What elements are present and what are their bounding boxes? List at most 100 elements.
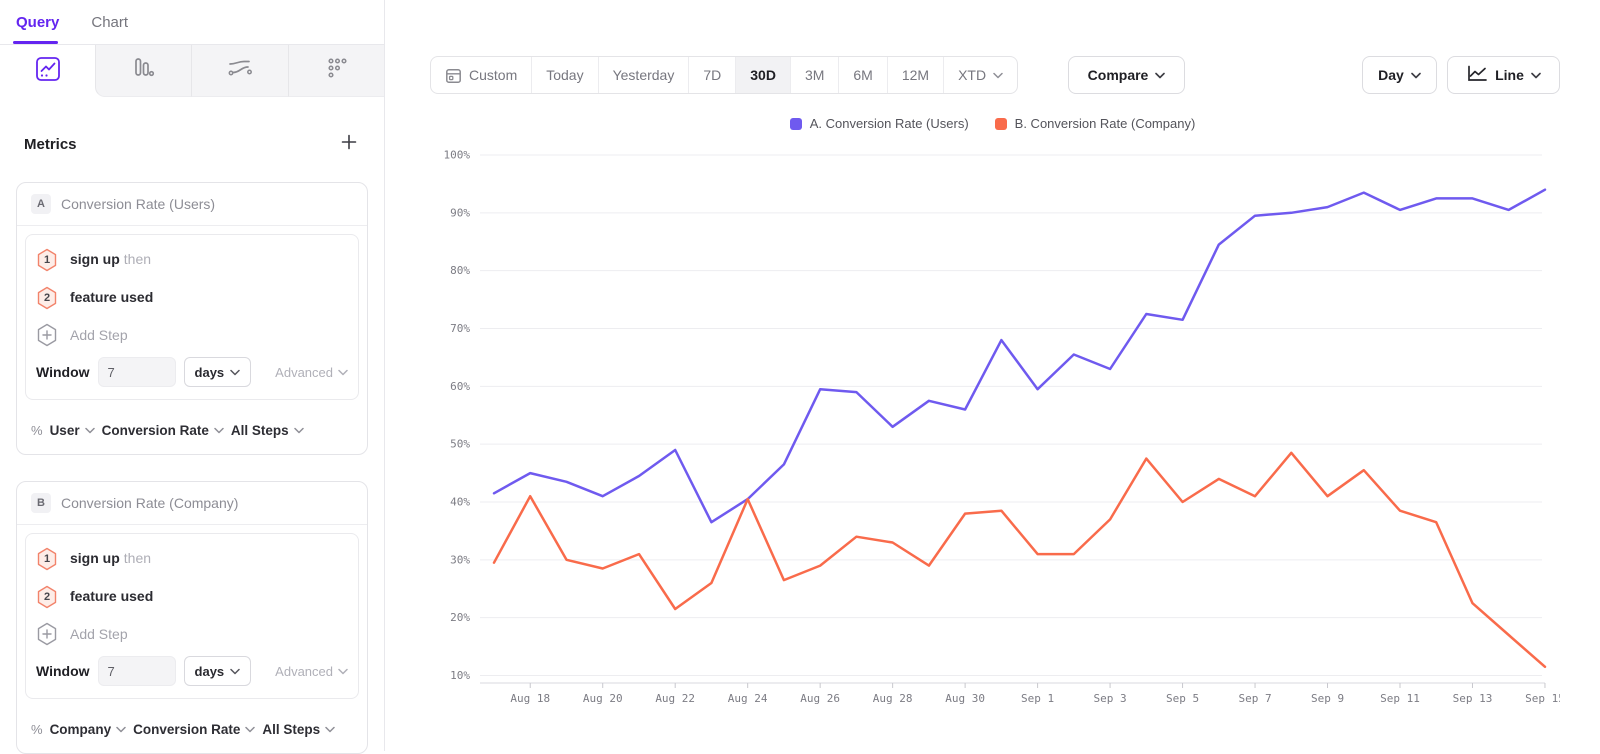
window-value-input[interactable]: [97, 656, 176, 686]
insights-line-icon: [35, 56, 61, 87]
range-6m[interactable]: 6M: [838, 57, 886, 93]
add-metric-button[interactable]: [340, 133, 358, 156]
range-3m[interactable]: 3M: [789, 57, 838, 93]
step-row-2[interactable]: 2 feature used: [36, 279, 348, 317]
step-row-1[interactable]: 1 sign up then: [36, 540, 348, 578]
y-axis-label: 70%: [450, 322, 470, 335]
window-row: Window days Advanced: [36, 656, 348, 686]
metric-card-header[interactable]: A Conversion Rate (Users): [17, 183, 367, 226]
retention-grid-icon: [324, 55, 350, 86]
date-range-control: Custom Today Yesterday 7D 30D 3M 6M 12M XTD: [430, 56, 1019, 94]
chevron-down-icon: [338, 369, 348, 375]
x-axis-label: Sep 3: [1094, 692, 1127, 705]
metric-letter-badge: B: [31, 493, 51, 513]
metric-letter-badge: A: [31, 194, 51, 214]
range-12m[interactable]: 12M: [886, 57, 943, 93]
step-number-badge: 1: [36, 547, 58, 571]
entity-select[interactable]: Company: [50, 722, 127, 737]
legend-item-b[interactable]: B. Conversion Rate (Company): [994, 116, 1196, 131]
chevron-down-icon: [1531, 72, 1541, 78]
series-line-b[interactable]: [492, 451, 1547, 669]
add-step-label: Add Step: [70, 327, 128, 343]
step-label: feature used: [70, 289, 153, 307]
step-then-text: then: [123, 251, 152, 267]
entity-label: Company: [49, 722, 112, 737]
view-tab-flows[interactable]: [190, 45, 289, 97]
conversion-line-chart: 10% 20% 30% 40% 50% 60% 70% 80% 90% 100% Aug 18 Aug…: [444, 149, 1561, 705]
window-unit-label: days: [194, 364, 225, 380]
legend-item-a[interactable]: A. Conversion Rate (Users): [789, 116, 969, 131]
steps-scope-label: All Steps: [262, 722, 321, 737]
tab-query[interactable]: Query: [16, 13, 60, 31]
hexagon-icon: [37, 286, 57, 310]
flows-icon: [226, 55, 254, 86]
y-axis-label: 40%: [450, 496, 470, 509]
step-number-badge: 1: [36, 248, 58, 272]
x-axis-label: Sep 15: [1525, 692, 1560, 705]
line-chart-icon: [1466, 65, 1488, 86]
add-step-hex-icon: [37, 323, 57, 347]
x-axis-label: Aug 22: [655, 692, 695, 705]
window-unit-select[interactable]: days: [183, 357, 252, 387]
advanced-label: Advanced: [275, 364, 333, 380]
chevron-down-icon: [245, 726, 256, 733]
step-number: 1: [43, 254, 51, 266]
range-label: Yesterday: [612, 67, 675, 83]
step-event-name: sign up: [70, 550, 120, 566]
window-value-input[interactable]: [97, 357, 176, 387]
range-label: Custom: [469, 67, 518, 83]
range-label: 3M: [804, 67, 825, 83]
advanced-toggle[interactable]: Advanced: [275, 664, 348, 679]
measure-row: % User Conversion Rate All Steps: [17, 408, 367, 454]
view-tab-retention[interactable]: [288, 45, 385, 97]
x-axis-label: Aug 28: [873, 692, 913, 705]
range-7d[interactable]: 7D: [688, 57, 735, 93]
steps-scope-select[interactable]: All Steps: [231, 423, 304, 438]
step-label: sign up then: [70, 251, 151, 269]
chart-type-button[interactable]: Line: [1447, 56, 1560, 94]
range-xtd[interactable]: XTD: [943, 57, 1017, 93]
compare-button[interactable]: Compare: [1068, 56, 1185, 94]
metric-card-header[interactable]: B Conversion Rate (Company): [17, 482, 367, 525]
add-step-button[interactable]: Add Step: [36, 616, 348, 652]
window-unit-select[interactable]: days: [183, 656, 252, 686]
metric-title: Conversion Rate (Users): [61, 196, 216, 212]
x-axis-label: Aug 26: [800, 692, 840, 705]
chart-type-label: Line: [1495, 67, 1524, 83]
metric-title: Conversion Rate (Company): [61, 495, 239, 511]
measure-select[interactable]: Conversion Rate: [102, 423, 224, 438]
steps-scope-select[interactable]: All Steps: [262, 722, 335, 737]
y-axis-label: 10%: [450, 669, 470, 682]
range-custom[interactable]: Custom: [431, 57, 531, 93]
step-row-1[interactable]: 1 sign up then: [36, 241, 348, 279]
chevron-down-icon: [325, 726, 335, 733]
view-tab-funnels[interactable]: [95, 45, 191, 97]
legend-label: B. Conversion Rate (Company): [1014, 116, 1196, 131]
range-yesterday[interactable]: Yesterday: [597, 57, 689, 93]
y-axis-label: 100%: [444, 149, 471, 162]
add-step-button[interactable]: Add Step: [36, 317, 348, 353]
step-event-name: sign up: [70, 251, 120, 267]
chevron-down-icon: [230, 668, 240, 674]
x-axis-label: Aug 24: [728, 692, 768, 705]
report-main: Custom Today Yesterday 7D 30D 3M 6M 12M XTD Comp…: [385, 0, 1600, 751]
tab-chart[interactable]: Chart: [91, 13, 129, 31]
step-number-badge: 2: [36, 286, 58, 310]
range-today[interactable]: Today: [531, 57, 597, 93]
range-30d[interactable]: 30D: [735, 57, 790, 93]
measure-select[interactable]: Conversion Rate: [133, 722, 256, 737]
y-axis-label: 80%: [450, 264, 470, 277]
range-label: 7D: [703, 67, 722, 83]
percent-icon: %: [31, 722, 43, 737]
step-row-2[interactable]: 2 feature used: [36, 578, 348, 616]
compare-label: Compare: [1087, 67, 1149, 83]
advanced-toggle[interactable]: Advanced: [275, 365, 348, 380]
measure-row: % Company Conversion Rate All Steps: [17, 707, 367, 753]
series-line-a[interactable]: [492, 188, 1547, 524]
x-axis-label: Sep 5: [1166, 692, 1199, 705]
y-axis-label: 20%: [450, 611, 470, 624]
granularity-button[interactable]: Day: [1362, 56, 1437, 94]
entity-select[interactable]: User: [50, 423, 95, 438]
step-label: sign up then: [70, 550, 151, 568]
view-tab-insights[interactable]: [0, 45, 95, 97]
